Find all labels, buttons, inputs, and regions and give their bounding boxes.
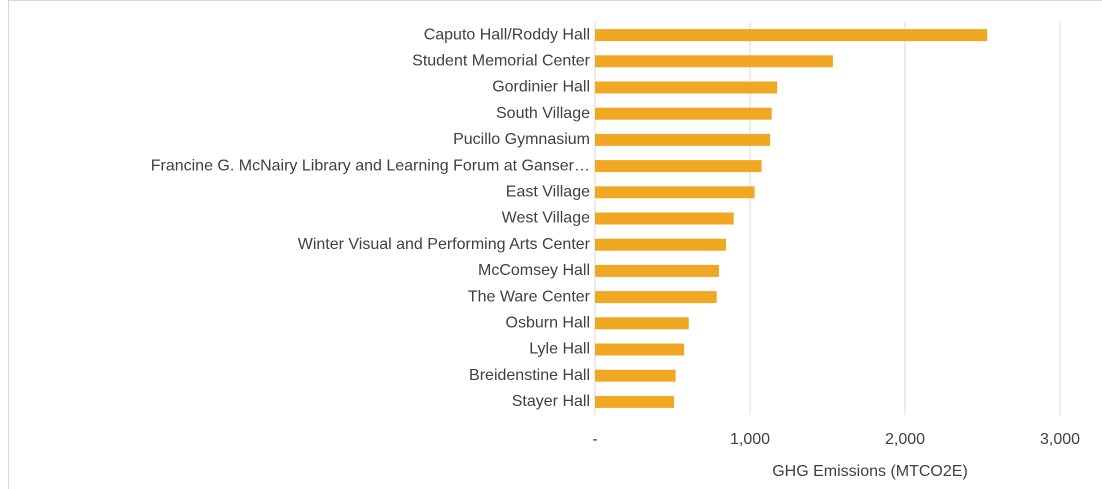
bar bbox=[595, 55, 833, 68]
x-tick-label: 3,000 bbox=[1040, 431, 1080, 448]
x-tick-label: 2,000 bbox=[885, 431, 925, 448]
bar bbox=[595, 369, 676, 382]
y-tick-label: Breidenstine Hall bbox=[469, 367, 590, 384]
bar bbox=[595, 160, 762, 173]
x-tick-label: 1,000 bbox=[730, 431, 770, 448]
x-tick-label: - bbox=[592, 431, 597, 448]
bar bbox=[595, 29, 988, 42]
y-tick-label: Caputo Hall/Roddy Hall bbox=[424, 26, 590, 43]
bar bbox=[595, 291, 717, 304]
y-tick-label: West Village bbox=[502, 210, 590, 227]
y-tick-label: Lyle Hall bbox=[529, 341, 590, 358]
y-tick-label: Student Memorial Center bbox=[412, 53, 591, 70]
bar bbox=[595, 317, 689, 330]
bar bbox=[595, 186, 755, 199]
y-tick-label: Pucillo Gymnasium bbox=[453, 131, 590, 148]
bar bbox=[595, 212, 734, 225]
x-axis-title: GHG Emissions (MTCO2E) bbox=[772, 463, 968, 480]
bar bbox=[595, 395, 675, 408]
y-tick-label: Winter Visual and Performing Arts Center bbox=[298, 236, 591, 253]
bar bbox=[595, 343, 685, 356]
bar bbox=[595, 81, 778, 94]
bar bbox=[595, 133, 771, 146]
y-tick-label: Gordinier Hall bbox=[492, 79, 590, 96]
y-tick-label: South Village bbox=[496, 105, 590, 122]
y-tick-label: The Ware Center bbox=[468, 288, 591, 305]
bar bbox=[595, 238, 726, 251]
bar bbox=[595, 107, 772, 120]
chart-frame bbox=[8, 0, 1102, 489]
bar bbox=[595, 264, 719, 277]
y-tick-label: Stayer Hall bbox=[512, 393, 590, 410]
y-tick-label: McComsey Hall bbox=[478, 262, 590, 279]
y-tick-label: Francine G. McNairy Library and Learning… bbox=[151, 157, 590, 174]
y-tick-label: East Village bbox=[506, 184, 590, 201]
y-tick-label: Osburn Hall bbox=[506, 315, 590, 332]
